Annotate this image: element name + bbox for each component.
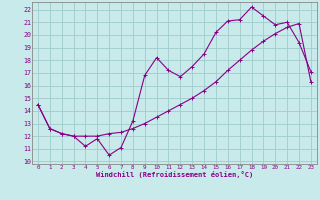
- X-axis label: Windchill (Refroidissement éolien,°C): Windchill (Refroidissement éolien,°C): [96, 171, 253, 178]
